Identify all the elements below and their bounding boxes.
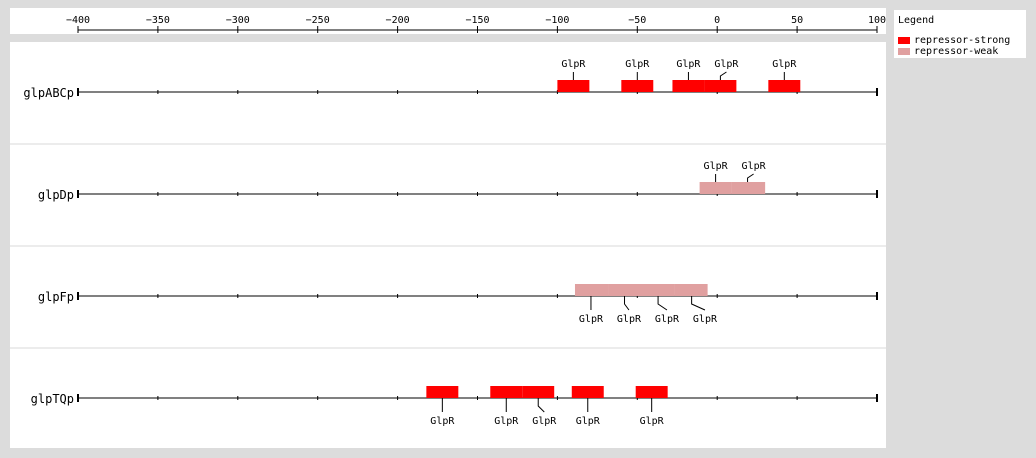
axis-tick-label: −400 [66,15,90,26]
site-label: GlpR [772,59,797,70]
legend-swatch-weak [898,48,910,55]
site-label: GlpR [532,416,557,427]
site-label-leader [624,296,630,311]
binding-site-strong [571,386,604,398]
binding-site-strong [635,386,668,398]
site-label-leader [537,398,545,413]
axis-tick-label: −200 [386,15,410,26]
promoter-name: glpTQp [31,392,74,406]
promoter-name: glpDp [38,188,74,202]
site-label: GlpR [704,161,729,172]
binding-site-weak [674,284,708,296]
axis-tick-label: −350 [146,15,170,26]
axis-tick-label: 100 [868,15,886,26]
axis-tick-label: 0 [714,15,720,26]
site-label: GlpR [617,314,642,325]
site-label: GlpR [655,314,680,325]
axis-tick-label: −300 [226,15,250,26]
axis-tick-label: 50 [791,15,803,26]
site-label: GlpR [693,314,718,325]
axis-tick-label: −250 [306,15,330,26]
axis-tick-label: −150 [465,15,489,26]
binding-site-strong [621,80,654,92]
site-label: GlpR [579,314,604,325]
binding-site-strong [490,386,523,398]
legend-title: Legend [898,15,935,26]
site-label: GlpR [561,59,586,70]
site-label: GlpR [494,416,519,427]
tracks-panel [10,42,886,448]
binding-site-strong [672,80,705,92]
binding-site-weak [640,284,675,296]
site-label-leader [747,173,754,182]
axis-tick-label: −100 [545,15,569,26]
site-label-leader [719,71,727,80]
promoter-name: glpFp [38,290,74,304]
promoter-name: glpABCp [23,86,74,100]
binding-site-strong [704,80,737,92]
site-label: GlpR [576,416,601,427]
legend-label-weak: repressor-weak [914,46,999,57]
binding-site-weak [608,284,641,296]
binding-site-weak [574,284,609,296]
legend-label-strong: repressor-strong [914,35,1011,46]
binding-site-strong [557,80,590,92]
legend: Legend repressor-strong repressor-weak [894,10,1026,58]
site-label: GlpR [430,416,455,427]
site-label-leader [657,296,668,311]
binding-site-strong [426,386,459,398]
site-label: GlpR [742,161,767,172]
site-label-leader [691,296,706,311]
site-label: GlpR [714,59,739,70]
binding-site-strong [768,80,801,92]
axis-tick-label: −50 [628,15,646,26]
site-label: GlpR [640,416,665,427]
site-label: GlpR [625,59,650,70]
binding-site-weak [699,182,732,194]
site-label: GlpR [676,59,701,70]
binding-site-strong [522,386,555,398]
legend-swatch-strong [898,37,910,44]
binding-site-weak [731,182,766,194]
